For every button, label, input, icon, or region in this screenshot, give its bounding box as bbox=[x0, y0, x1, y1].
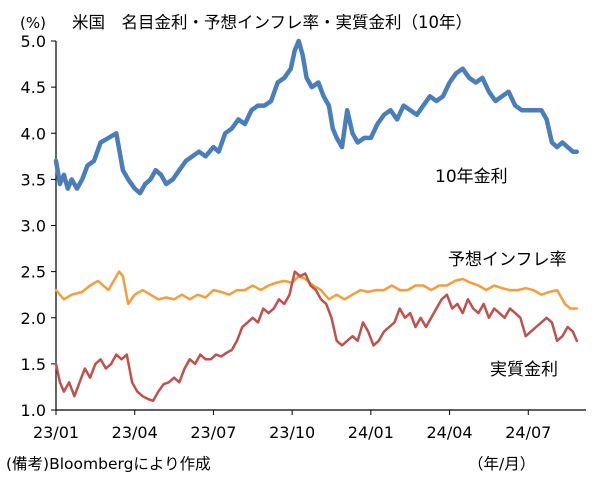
x-tick-label: 24/04 bbox=[427, 423, 473, 442]
x-tick-label: 24/07 bbox=[505, 423, 551, 442]
y-tick-label: 3.5 bbox=[21, 170, 46, 189]
x-tick-label: 23/07 bbox=[190, 423, 236, 442]
chart-title: 米国 名目金利・予想インフレ率・実質金利（10年） bbox=[72, 13, 472, 32]
series-lines bbox=[53, 38, 580, 403]
series-line-real-rate bbox=[54, 270, 579, 403]
x-tick-label: 24/01 bbox=[348, 423, 394, 442]
series-label-real-rate: 実質金利 bbox=[490, 360, 558, 380]
y-tick-label: 5.0 bbox=[21, 32, 46, 51]
series-labels: 10年金利 予想インフレ率 実質金利 bbox=[435, 167, 567, 380]
x-tick-label: 23/10 bbox=[269, 423, 315, 442]
y-axis-ticks: 5.0 4.5 4.0 3.5 3.0 2.5 2.0 1.5 1.0 bbox=[21, 32, 56, 420]
series-label-expected-inflation: 予想インフレ率 bbox=[448, 250, 567, 270]
y-tick-label: 2.5 bbox=[21, 263, 46, 282]
source-note: (備考)Bloombergにより作成 bbox=[6, 455, 211, 473]
y-tick-label: 1.5 bbox=[21, 355, 46, 374]
series-label-nominal-10y: 10年金利 bbox=[435, 167, 508, 187]
x-unit-label: （年/月） bbox=[468, 455, 535, 473]
y-tick-label: 4.5 bbox=[21, 78, 46, 97]
y-tick-label: 3.0 bbox=[21, 217, 46, 236]
y-unit-label: (%) bbox=[20, 14, 46, 32]
series-line-nominal-10y bbox=[53, 38, 580, 196]
x-axis-ticks: 23/01 23/04 23/07 23/10 24/01 24/04 24/07 bbox=[33, 410, 551, 442]
x-tick-label: 23/04 bbox=[112, 423, 158, 442]
x-tick-label: 23/01 bbox=[33, 423, 79, 442]
y-tick-label: 2.0 bbox=[21, 309, 46, 328]
y-tick-label: 4.0 bbox=[21, 124, 46, 143]
y-tick-label: 1.0 bbox=[21, 401, 46, 420]
